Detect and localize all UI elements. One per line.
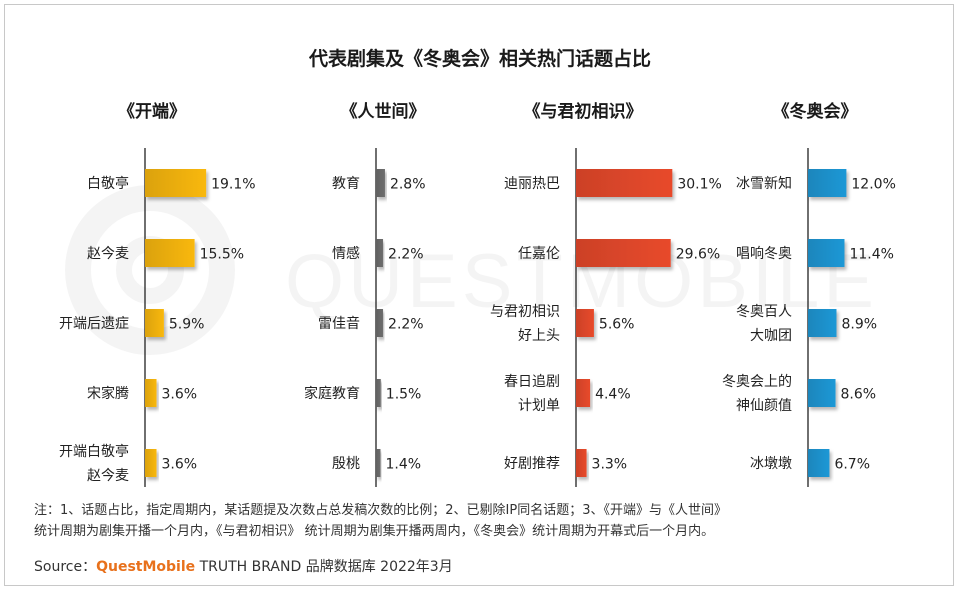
category-label: 教育 — [332, 176, 360, 192]
value-label: 5.9% — [169, 317, 205, 333]
bar — [576, 169, 673, 197]
bar — [376, 309, 384, 337]
value-label: 2.8% — [390, 177, 426, 193]
footnote-line-1: 注：1、话题占比，指定周期内，某话题提及次数占总发稿次数的比例；2、已剔除IP同… — [34, 503, 727, 518]
category-label: 宋家腾 — [87, 385, 129, 402]
value-label: 15.5% — [200, 247, 244, 263]
category-label: 计划单 — [518, 398, 560, 414]
value-label: 2.2% — [388, 247, 424, 263]
bar — [808, 169, 847, 197]
value-label: 8.9% — [841, 317, 877, 333]
bar — [808, 309, 837, 337]
panel-title: 《与君初相识》 — [524, 101, 643, 122]
category-label: 神仙颜值 — [736, 398, 792, 414]
category-label: 赵今麦 — [87, 246, 129, 262]
footnote: 注：1、话题占比，指定周期内，某话题提及次数占总发稿次数的比例；2、已剔除IP同… — [34, 500, 934, 542]
category-label: 任嘉伦 — [518, 246, 560, 262]
category-label: 好剧推荐 — [504, 456, 560, 472]
value-label: 3.6% — [162, 457, 198, 473]
bar — [376, 169, 385, 197]
category-label: 唱响冬奥 — [736, 245, 792, 262]
panel-title: 《开端》 — [118, 101, 186, 122]
bar — [576, 449, 587, 477]
value-label: 12.0% — [851, 177, 895, 193]
value-label: 8.6% — [841, 387, 877, 403]
category-label: 冬奥百人 — [736, 303, 792, 320]
bar — [145, 309, 164, 337]
bar — [376, 379, 381, 407]
bar — [808, 239, 845, 267]
category-label: 家庭教育 — [304, 385, 360, 402]
category-label: 开端后遗症 — [59, 316, 129, 332]
source-label: Source： — [34, 559, 97, 575]
bar — [145, 239, 195, 267]
category-label: 冰雪新知 — [736, 175, 792, 192]
bar — [145, 449, 157, 477]
value-label: 1.4% — [385, 457, 421, 473]
category-label: 与君初相识 — [490, 303, 560, 320]
value-label: 5.6% — [599, 317, 635, 333]
category-label: 白敬亭 — [87, 175, 129, 192]
bar — [808, 449, 830, 477]
source-brand: QuestMobile — [96, 559, 196, 575]
bar — [808, 379, 836, 407]
panel-title: 《人世间》 — [341, 101, 426, 122]
value-label: 19.1% — [211, 177, 255, 193]
category-label: 雷佳音 — [318, 315, 360, 332]
bar — [376, 239, 384, 267]
bar — [376, 449, 381, 477]
value-label: 2.2% — [388, 317, 424, 333]
category-label: 好上头 — [518, 328, 560, 344]
value-label: 29.6% — [676, 247, 720, 263]
category-label: 大咖团 — [750, 328, 792, 344]
value-label: 3.6% — [162, 387, 198, 403]
category-label: 冰墩墩 — [750, 456, 792, 472]
chart-frame — [4, 4, 954, 586]
bar — [576, 309, 594, 337]
bar — [576, 379, 591, 407]
panel-title: 《冬奥会》 — [773, 101, 858, 122]
source-line: Source：QuestMobile TRUTH BRAND 品牌数据库 202… — [34, 556, 453, 576]
bar — [145, 169, 207, 197]
value-label: 4.4% — [595, 387, 631, 403]
footnote-line-2: 统计周期为剧集开播一个月内，《与君初相识》 统计周期为剧集开播两周内，《冬奥会》… — [34, 524, 715, 539]
category-label: 赵今麦 — [87, 468, 129, 484]
bar — [576, 239, 671, 267]
value-label: 1.5% — [386, 387, 422, 403]
category-label: 情感 — [332, 245, 360, 262]
category-label: 春日追剧 — [504, 374, 560, 390]
category-label: 迪丽热巴 — [504, 176, 560, 192]
chart-title: 代表剧集及《冬奥会》相关热门话题占比 — [308, 48, 651, 70]
value-label: 3.3% — [592, 457, 628, 473]
category-label: 殷桃 — [332, 456, 360, 472]
value-label: 6.7% — [834, 457, 870, 473]
value-label: 30.1% — [677, 177, 721, 193]
source-detail: TRUTH BRAND 品牌数据库 2022年3月 — [195, 559, 453, 575]
category-label: 冬奥会上的 — [722, 373, 792, 390]
value-label: 11.4% — [849, 247, 893, 263]
category-label: 开端白敬亭 — [59, 443, 129, 460]
bar — [145, 379, 157, 407]
